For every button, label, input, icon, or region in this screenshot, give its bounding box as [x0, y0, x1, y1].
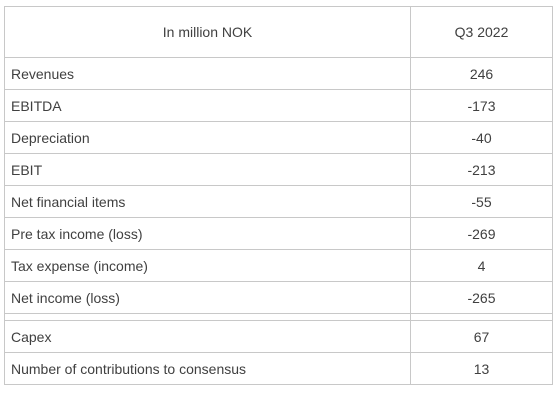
row-label: Capex	[4, 320, 411, 353]
row-value: -265	[410, 281, 553, 314]
row-label: EBITDA	[4, 89, 411, 122]
header-label-column: In million NOK	[4, 6, 411, 58]
table-row: Depreciation -40	[4, 121, 553, 154]
table-row: Tax expense (income) 4	[4, 249, 553, 282]
table-row: EBITDA -173	[4, 89, 553, 122]
row-label: Net income (loss)	[4, 281, 411, 314]
table-row: Net financial items -55	[4, 185, 553, 218]
row-label: Pre tax income (loss)	[4, 217, 411, 250]
table-row: Number of contributions to consensus 13	[4, 352, 553, 385]
table-spacer-row	[4, 313, 553, 321]
row-value: 67	[410, 320, 553, 353]
table-row: EBIT -213	[4, 153, 553, 186]
row-value: -55	[410, 185, 553, 218]
row-label: Revenues	[4, 57, 411, 90]
row-value: 4	[410, 249, 553, 282]
row-label: Net financial items	[4, 185, 411, 218]
row-value: -40	[410, 121, 553, 154]
table-row: Net income (loss) -265	[4, 281, 553, 314]
row-label: Depreciation	[4, 121, 411, 154]
table-row: Revenues 246	[4, 57, 553, 90]
row-label: Tax expense (income)	[4, 249, 411, 282]
row-value: 246	[410, 57, 553, 90]
spacer-cell	[4, 313, 411, 321]
table-row: Capex 67	[4, 320, 553, 353]
financial-summary-table: In million NOK Q3 2022 Revenues 246 EBIT…	[4, 6, 553, 385]
table-header-row: In million NOK Q3 2022	[4, 6, 553, 58]
row-value: -213	[410, 153, 553, 186]
row-value: 13	[410, 352, 553, 385]
header-period-column: Q3 2022	[410, 6, 553, 58]
row-label: Number of contributions to consensus	[4, 352, 411, 385]
spacer-cell	[410, 313, 553, 321]
table-row: Pre tax income (loss) -269	[4, 217, 553, 250]
row-value: -269	[410, 217, 553, 250]
row-label: EBIT	[4, 153, 411, 186]
row-value: -173	[410, 89, 553, 122]
